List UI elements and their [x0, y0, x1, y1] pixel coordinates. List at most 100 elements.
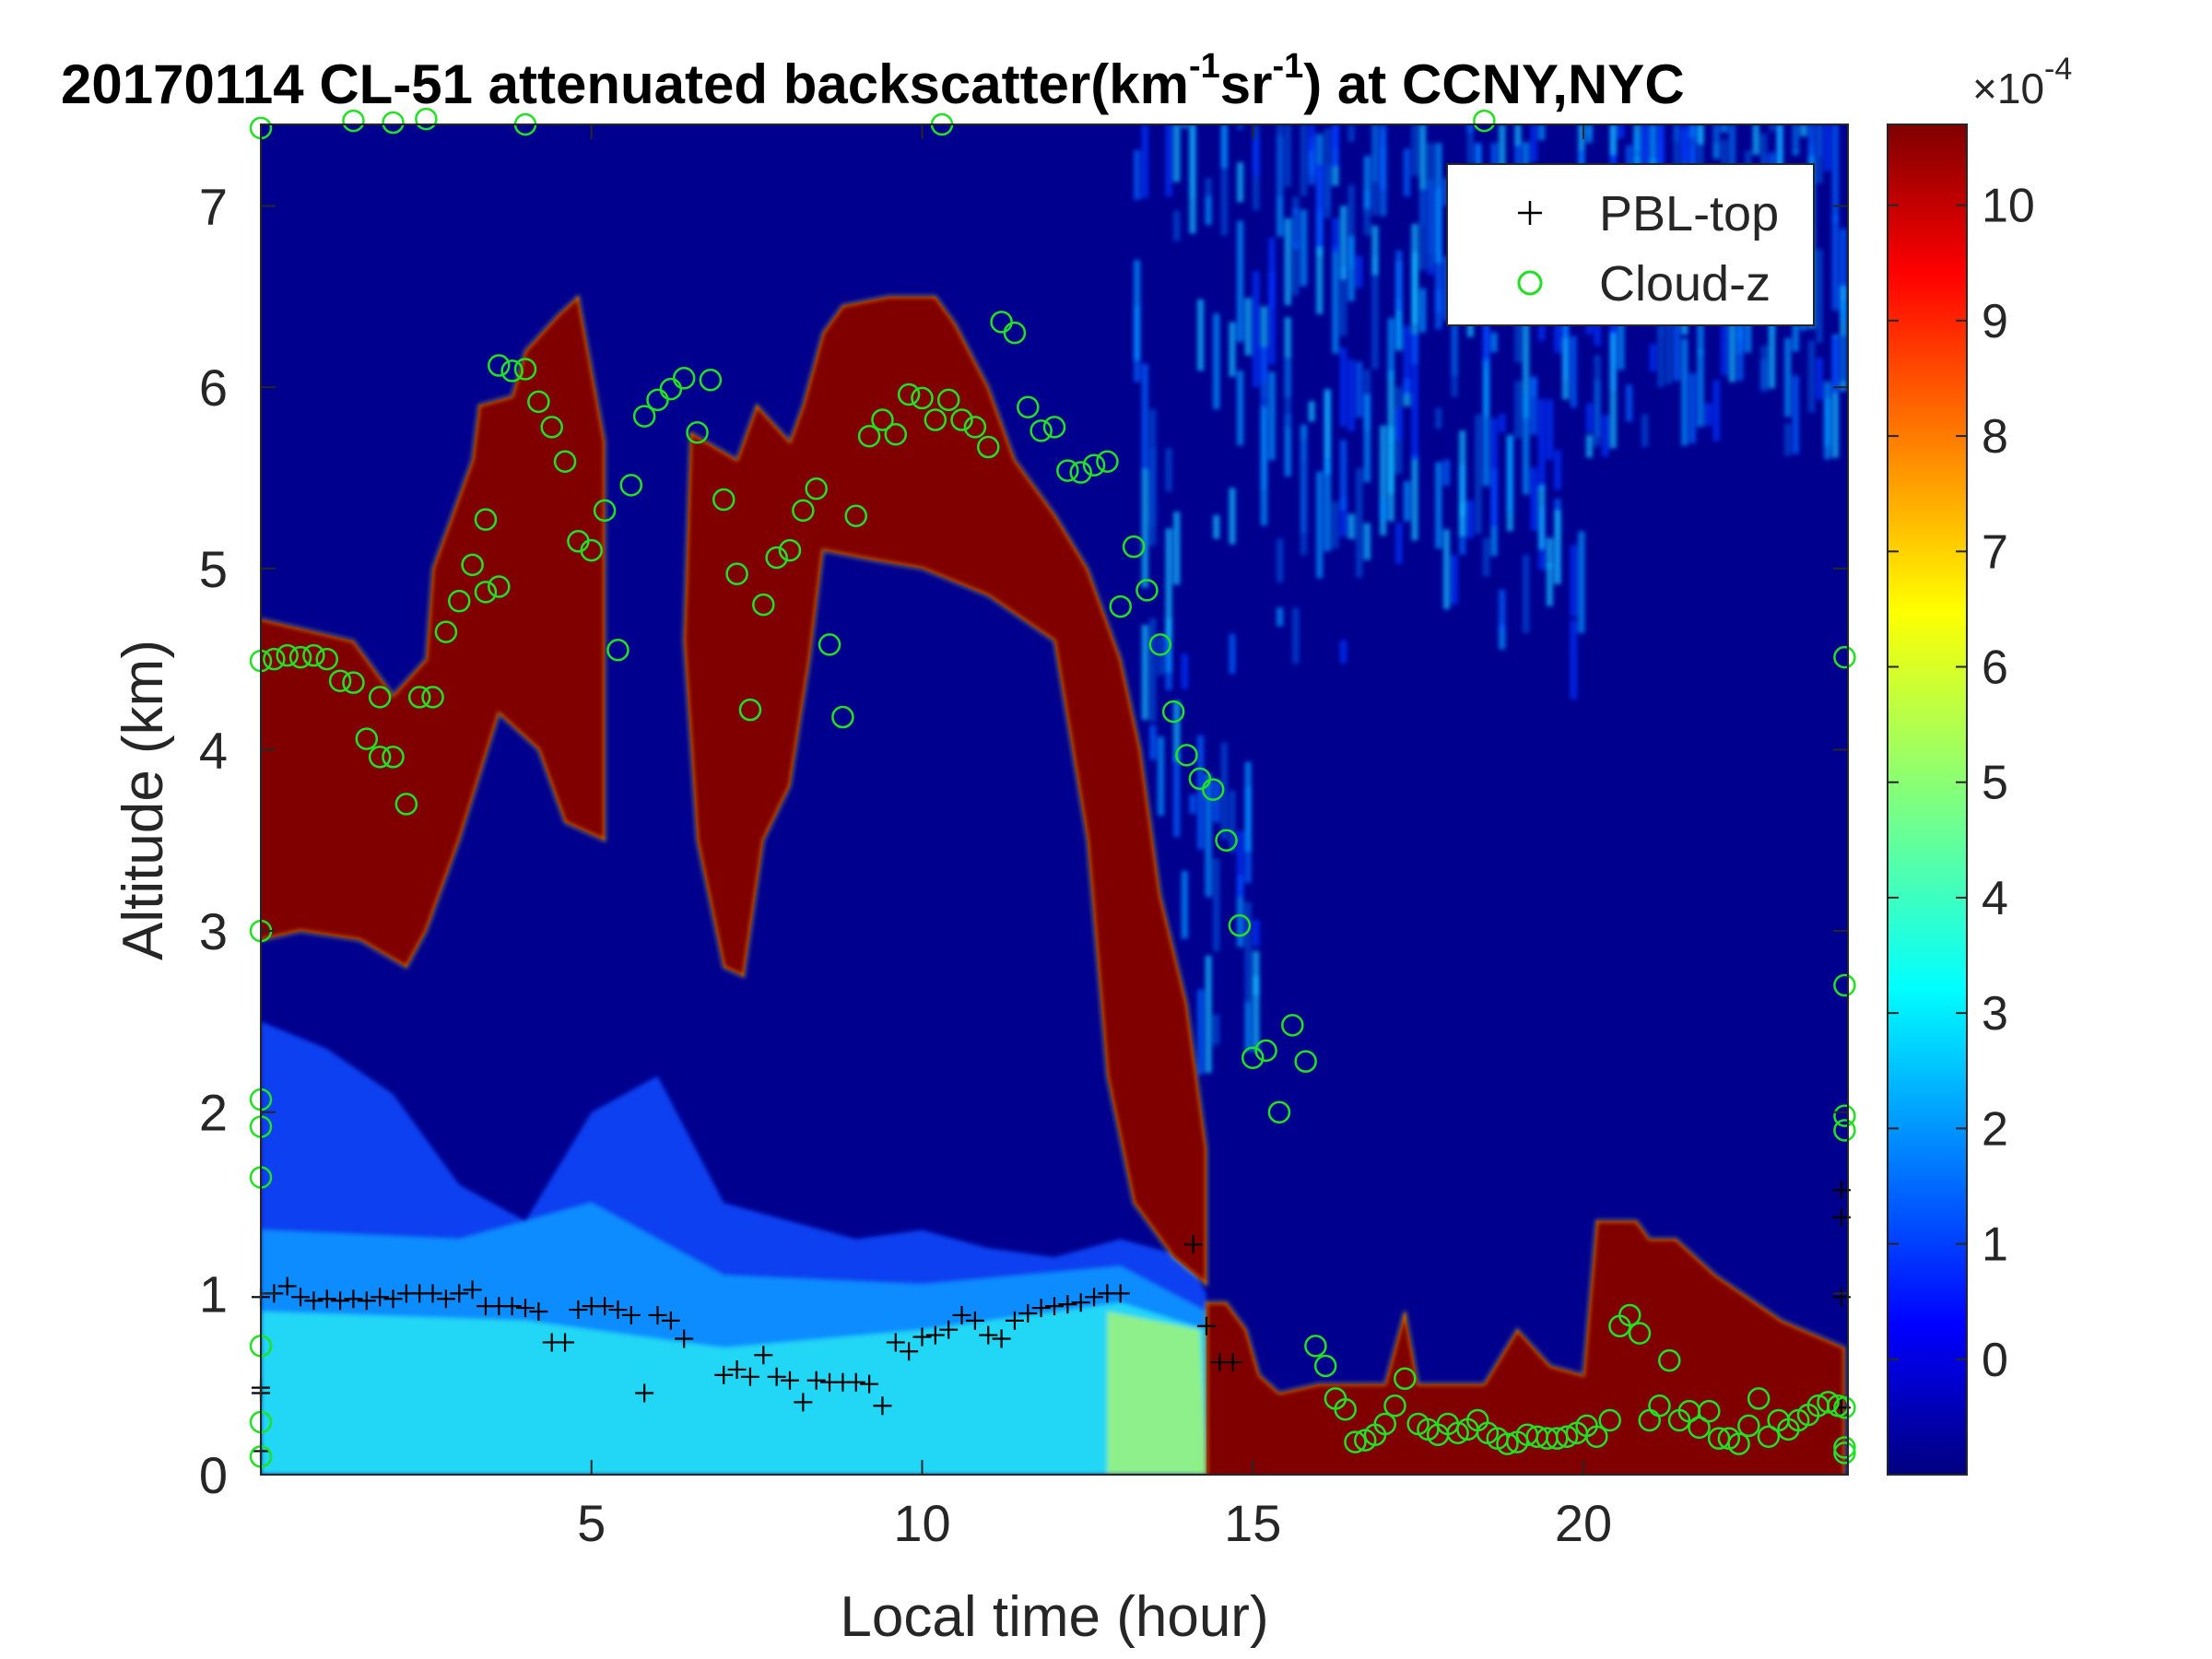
heatmap-noise-cell: [1380, 425, 1387, 535]
cloud-z-marker: [407, 686, 431, 709]
heatmap-noise-cell: [1570, 545, 1577, 618]
pbl-top-marker: [1005, 1311, 1024, 1330]
heatmap-cloud-region: [261, 296, 606, 968]
heatmap-noise-cell: [1419, 124, 1427, 191]
pbl-top-marker: [675, 1329, 694, 1348]
cloud-z-marker: [1833, 1436, 1856, 1459]
heatmap-noise-cell: [1347, 513, 1355, 539]
heatmap-noise-cell: [1253, 950, 1260, 1053]
pbl-top-marker: [463, 1280, 482, 1300]
heatmap-noise-cell: [1816, 358, 1823, 400]
heatmap-noise-cell: [1609, 124, 1617, 156]
cloud-z-marker: [659, 377, 683, 401]
cloud-z-marker: [672, 367, 696, 390]
pbl-top-marker: [529, 1302, 548, 1322]
heatmap-noise-cell: [1562, 295, 1570, 400]
heatmap-noise-cell: [1237, 124, 1244, 131]
cloud-z-marker: [1082, 453, 1106, 477]
heatmap-noise-cell: [1522, 316, 1530, 418]
heatmap-noise-cell: [1244, 901, 1252, 1005]
cloud-z-marker: [415, 107, 438, 131]
cloud-z-marker: [1056, 459, 1079, 482]
heatmap-noise-cell: [1602, 415, 1609, 457]
cloud-z-marker: [1688, 1416, 1711, 1440]
heatmap-noise-cell: [1149, 618, 1157, 669]
cloud-z-marker: [1473, 109, 1496, 133]
heatmap-noise-cell: [1442, 529, 1451, 609]
pbl-top-marker: [900, 1342, 919, 1361]
heatmap-noise-cell: [1134, 260, 1141, 360]
cloud-z-marker: [857, 424, 881, 448]
pbl-top-marker: [1018, 1303, 1038, 1323]
heatmap-noise-cell: [1205, 178, 1212, 199]
heatmap-noise-cell: [1371, 225, 1379, 276]
heatmap-noise-cell: [1466, 124, 1474, 164]
cloud-z-marker: [315, 647, 338, 671]
pbl-top-marker: [608, 1300, 628, 1320]
heatmap-noise-cell: [1347, 236, 1355, 301]
heatmap-noise-cell: [1459, 430, 1466, 517]
cloud-z-marker: [488, 354, 511, 377]
heatmap-noise-cell: [1435, 143, 1442, 264]
heatmap-noise-cell: [1522, 394, 1530, 495]
heatmap-noise-cell: [1712, 124, 1720, 144]
heatmap-cloud-region: [684, 296, 1206, 1285]
heatmap-noise-cell: [1332, 245, 1339, 354]
cloud-z-marker: [1833, 1119, 1856, 1142]
heatmap-noise-cell: [1229, 790, 1236, 853]
heatmap-noise-cell: [1792, 375, 1799, 454]
legend-box: [1446, 163, 1815, 326]
heatmap-noise-cell: [1277, 607, 1284, 627]
heatmap-noise-cell: [1229, 322, 1236, 377]
heatmap-noise-cell: [1189, 124, 1196, 234]
title-mid: sr: [1220, 53, 1273, 115]
heatmap-noise-cell: [1181, 124, 1188, 128]
heatmap-noise-cell: [1181, 653, 1188, 689]
y-axis-ticks: 0 1 2 3 4 5 6 7: [199, 177, 1848, 1504]
heatmap-noise-cell: [1705, 403, 1712, 427]
title-exponent-2: -1: [1272, 47, 1303, 86]
cloud-z-marker: [1737, 1414, 1760, 1438]
cloud-z-marker: [1344, 1430, 1367, 1453]
heatmap-noise-cell: [1292, 213, 1300, 242]
cloud-z-marker: [871, 408, 894, 431]
heatmap-noise-cell: [1141, 363, 1148, 471]
heatmap-noise-cell: [1736, 275, 1744, 382]
x-tick-label: 15: [1224, 1494, 1281, 1552]
heatmap-cloud-edges: [261, 293, 1846, 1475]
heatmap-noise-cell: [1284, 357, 1291, 429]
heatmap-noise-cell: [1570, 619, 1577, 700]
heatmap-noise-cell: [1831, 124, 1839, 223]
cloud-z-series: [249, 107, 1856, 1468]
cloud-z-marker: [738, 698, 762, 722]
heatmap-noise-cell: [1807, 340, 1816, 413]
heatmap-noise-cell: [1499, 589, 1506, 632]
y-tick-label: 4: [199, 721, 228, 779]
cloud-z-marker: [527, 390, 550, 414]
heatmap-noise-cell: [1530, 376, 1537, 435]
legend-entry-pbl-top: PBL-top: [1518, 186, 1779, 241]
heatmap-noise-cell: [1347, 359, 1355, 431]
heatmap-noise-cell: [1807, 124, 1816, 188]
colorbar-tick-label: 4: [1982, 872, 2008, 925]
cloud-z-marker: [328, 669, 352, 692]
heatmap-noise-cell: [1316, 471, 1324, 579]
heatmap-noise-cell: [1387, 447, 1394, 494]
cloud-z-marker: [977, 435, 1000, 459]
cloud-z-marker: [897, 382, 921, 406]
colorbar-tick-label: 0: [1982, 1334, 2008, 1387]
x-axis-label: Local time (hour): [840, 1585, 1268, 1649]
heatmap-noise-cell: [1229, 488, 1236, 545]
colorbar-tick-label: 8: [1982, 410, 2008, 464]
colorbar-tick-label: 5: [1982, 757, 2008, 810]
pbl-top-marker: [357, 1291, 376, 1311]
pbl-top-marker: [740, 1367, 759, 1386]
cloud-z-marker: [1383, 1394, 1406, 1418]
cloud-z-marker: [752, 593, 775, 617]
heatmap-noise-cell: [1745, 321, 1752, 353]
heatmap-aerosol-core: [1107, 1312, 1206, 1475]
cloud-z-marker: [1313, 1354, 1337, 1378]
cloud-z-marker: [1254, 1039, 1277, 1063]
cloud-z-marker: [1241, 1046, 1265, 1069]
pbl-top-marker: [450, 1284, 469, 1303]
